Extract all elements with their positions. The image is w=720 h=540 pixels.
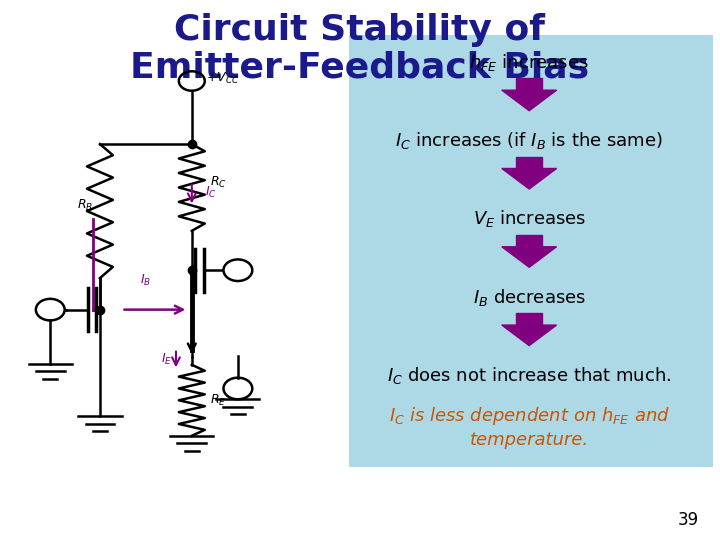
- Text: $R_C$: $R_C$: [210, 174, 227, 190]
- Polygon shape: [502, 325, 557, 346]
- Text: Circuit Stability of: Circuit Stability of: [174, 13, 546, 46]
- Text: $R_E$: $R_E$: [210, 393, 226, 408]
- Polygon shape: [502, 90, 557, 111]
- Polygon shape: [516, 157, 542, 168]
- Text: $+V_{CC}$: $+V_{CC}$: [206, 71, 240, 86]
- Polygon shape: [516, 235, 542, 247]
- Polygon shape: [516, 313, 542, 325]
- FancyBboxPatch shape: [349, 35, 713, 467]
- Text: $I_C$: $I_C$: [204, 185, 217, 200]
- Text: Emitter-Feedback Bias: Emitter-Feedback Bias: [130, 51, 590, 84]
- Text: $I_C$ is less dependent on $h_{FE}$ and: $I_C$ is less dependent on $h_{FE}$ and: [389, 405, 670, 427]
- Text: $I_B$: $I_B$: [140, 273, 151, 288]
- Polygon shape: [516, 78, 542, 90]
- Text: $I_C$ increases (if $I_B$ is the same): $I_C$ increases (if $I_B$ is the same): [395, 130, 663, 151]
- Polygon shape: [502, 247, 557, 267]
- Text: temperature.: temperature.: [469, 431, 589, 449]
- Text: $I_B$ decreases: $I_B$ decreases: [473, 287, 585, 307]
- Text: $V_E$ increases: $V_E$ increases: [472, 208, 586, 229]
- Text: $I_E$: $I_E$: [161, 352, 172, 367]
- Polygon shape: [502, 168, 557, 189]
- Text: 39: 39: [678, 511, 698, 529]
- Text: $h_{FE}$ increases: $h_{FE}$ increases: [469, 52, 589, 72]
- Text: $R_B$: $R_B$: [76, 198, 93, 213]
- Text: $I_C$ does not increase that much.: $I_C$ does not increase that much.: [387, 365, 671, 386]
